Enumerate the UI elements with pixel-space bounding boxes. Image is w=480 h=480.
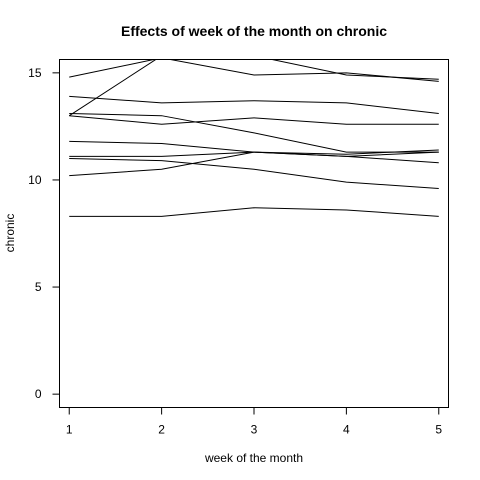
x-tick-label: 2 [158, 423, 165, 437]
series-line-4 [69, 113, 439, 153]
x-axis: 1 2 3 4 5 [66, 407, 442, 437]
y-tick-label: 10 [28, 173, 42, 187]
y-axis: 0 5 10 15 [28, 66, 60, 401]
series-line-7 [69, 149, 439, 157]
x-tick-label: 4 [343, 423, 350, 437]
y-tick-label: 15 [28, 66, 42, 80]
series-line-1 [69, 60, 439, 82]
series-line-9 [69, 151, 439, 177]
y-tick-label: 0 [35, 387, 42, 401]
series-line-5 [69, 115, 439, 125]
y-axis-label: chronic [3, 214, 17, 253]
chart-title: Effects of week of the month on chronic [121, 23, 387, 39]
series-line-8 [69, 158, 439, 190]
y-tick-label: 5 [35, 280, 42, 294]
series-line-2 [68, 60, 439, 117]
x-tick-label: 1 [66, 423, 73, 437]
series-line-3 [69, 95, 439, 115]
x-tick-label: 5 [435, 423, 442, 437]
x-tick-label: 3 [251, 423, 258, 437]
x-axis-label: week of the month [204, 451, 303, 465]
series-line-10 [69, 207, 439, 217]
series-lines [68, 60, 439, 217]
plot-area [59, 59, 449, 408]
